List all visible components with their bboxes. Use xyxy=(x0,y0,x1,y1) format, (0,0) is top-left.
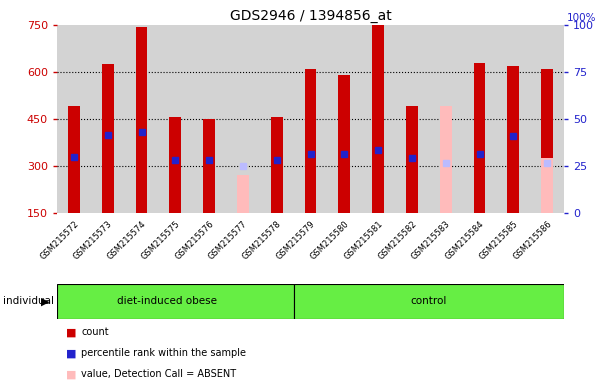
Text: GSM215585: GSM215585 xyxy=(478,219,520,261)
Text: percentile rank within the sample: percentile rank within the sample xyxy=(81,348,246,358)
Bar xyxy=(57,284,293,319)
Text: GSM215574: GSM215574 xyxy=(106,219,148,261)
Bar xyxy=(372,25,384,213)
Bar xyxy=(237,175,249,213)
Text: GSM215578: GSM215578 xyxy=(241,219,283,261)
Text: diet-induced obese: diet-induced obese xyxy=(117,296,217,306)
Bar xyxy=(136,26,148,213)
Text: 100%: 100% xyxy=(567,13,596,23)
Bar xyxy=(305,69,316,213)
Text: GSM215572: GSM215572 xyxy=(38,219,80,261)
Text: GSM215573: GSM215573 xyxy=(72,219,114,261)
Bar xyxy=(169,118,181,213)
Bar xyxy=(102,64,113,213)
Text: ■: ■ xyxy=(66,348,77,358)
Bar xyxy=(508,66,519,213)
Bar xyxy=(541,69,553,213)
Text: GSM215579: GSM215579 xyxy=(275,219,317,261)
Bar xyxy=(293,284,564,319)
Text: individual: individual xyxy=(3,296,54,306)
Bar xyxy=(338,75,350,213)
Bar xyxy=(473,63,485,213)
Text: value, Detection Call = ABSENT: value, Detection Call = ABSENT xyxy=(81,369,236,379)
Text: ▶: ▶ xyxy=(41,296,49,306)
Bar xyxy=(406,106,418,213)
Text: control: control xyxy=(410,296,447,306)
Text: GSM215576: GSM215576 xyxy=(173,219,215,261)
Text: ■: ■ xyxy=(66,327,77,337)
Text: GSM215575: GSM215575 xyxy=(140,219,182,261)
Bar xyxy=(541,158,553,213)
Text: GSM215577: GSM215577 xyxy=(207,219,249,261)
Bar xyxy=(68,106,80,213)
Text: GSM215582: GSM215582 xyxy=(376,219,418,261)
Bar xyxy=(440,106,452,213)
Text: GSM215580: GSM215580 xyxy=(308,219,350,261)
Text: GSM215584: GSM215584 xyxy=(444,219,486,261)
Text: GSM215586: GSM215586 xyxy=(511,219,553,261)
Text: GSM215583: GSM215583 xyxy=(410,219,452,261)
Text: ■: ■ xyxy=(66,369,77,379)
Bar xyxy=(271,118,283,213)
Title: GDS2946 / 1394856_at: GDS2946 / 1394856_at xyxy=(230,8,391,23)
Text: count: count xyxy=(81,327,109,337)
Text: GSM215581: GSM215581 xyxy=(343,219,385,261)
Bar xyxy=(203,119,215,213)
